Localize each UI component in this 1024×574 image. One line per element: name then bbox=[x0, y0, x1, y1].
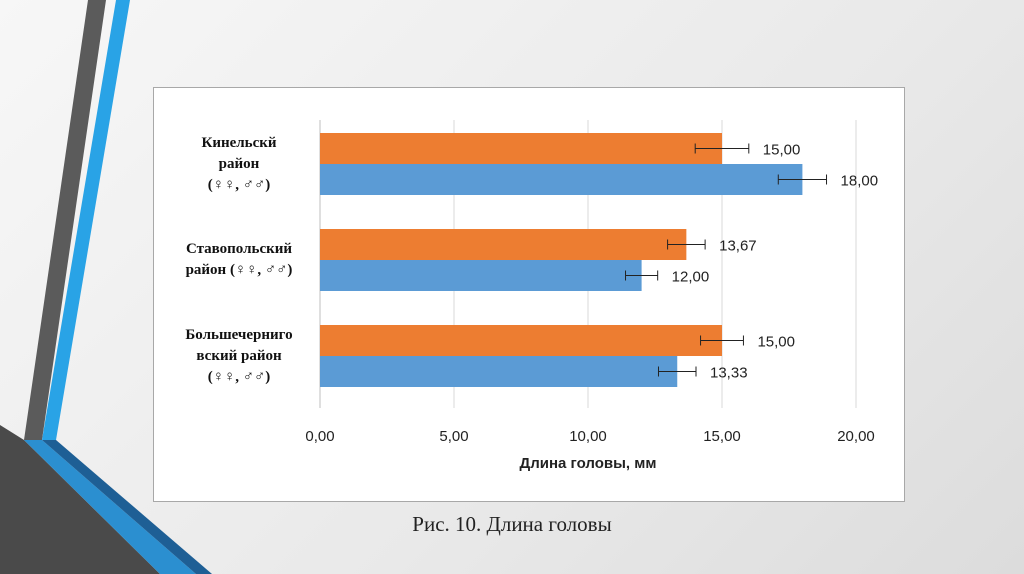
data-label: 18,00 bbox=[841, 173, 879, 190]
x-tick-label: 10,00 bbox=[569, 428, 607, 445]
category-label-line: (♀♀, ♂♂) bbox=[207, 176, 271, 193]
data-label: 13,67 bbox=[719, 238, 757, 255]
bar bbox=[320, 229, 687, 260]
data-label: 15,00 bbox=[757, 334, 795, 351]
bar bbox=[320, 356, 678, 387]
category-label: Ставопольский район (♀♀, ♂♂) bbox=[164, 239, 314, 281]
bar bbox=[320, 260, 642, 291]
x-axis-label: Длина головы, мм bbox=[520, 455, 657, 472]
category-label-line: вский район bbox=[196, 347, 282, 364]
gray-stripe-lower bbox=[0, 425, 160, 574]
data-label: 13,33 bbox=[710, 365, 748, 382]
x-tick-label: 5,00 bbox=[439, 428, 468, 445]
category-label-line: район bbox=[218, 155, 260, 172]
category-label-line: Ставопольский bbox=[185, 241, 293, 257]
bar bbox=[320, 133, 722, 164]
navy-stripe-lower bbox=[42, 440, 212, 574]
blue-stripe-upper bbox=[42, 0, 130, 440]
category-label-line: Кинельскй bbox=[201, 134, 277, 151]
x-tick-label: 20,00 bbox=[837, 428, 875, 445]
category-label-line: Большечерниго bbox=[185, 326, 293, 343]
bar-chart: 15,00 13,67 15,00 18,00 12,00 13,33 0,00 5,00 10… bbox=[305, 120, 879, 472]
gray-stripe-upper bbox=[24, 0, 106, 440]
bar bbox=[320, 325, 722, 356]
x-tick-label: 0,00 bbox=[305, 428, 334, 445]
category-label: Большечерниго вский район (♀♀, ♂♂) bbox=[164, 325, 314, 388]
category-label: Кинельскй район (♀♀, ♂♂) bbox=[164, 133, 314, 196]
category-label-line: (♀♀, ♂♂) bbox=[207, 368, 271, 385]
data-label: 12,00 bbox=[672, 269, 710, 286]
figure-caption: Рис. 10. Длина головы bbox=[412, 512, 612, 536]
bar bbox=[320, 164, 803, 195]
blue-stripe-lower bbox=[24, 440, 196, 574]
data-label: 15,00 bbox=[763, 142, 801, 159]
chart-panel: 15,00 13,67 15,00 18,00 12,00 13,33 0,00 5,00 10… bbox=[153, 87, 905, 502]
x-tick-label: 15,00 bbox=[703, 428, 741, 445]
category-label-line: район (♀♀, ♂♂) bbox=[185, 262, 293, 278]
